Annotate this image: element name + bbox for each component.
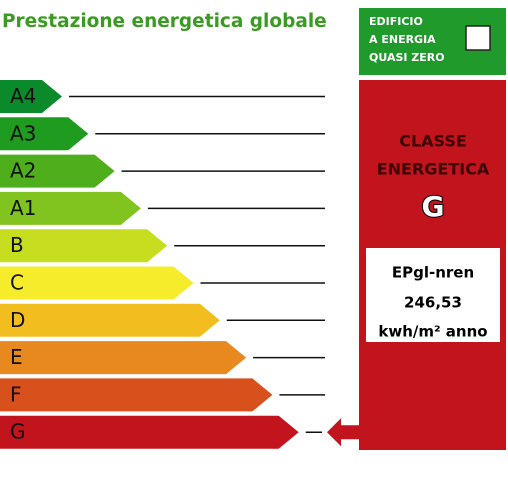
class-label: E [10, 345, 23, 369]
class-arrow [0, 191, 141, 225]
class-label: C [10, 271, 24, 295]
index-name: EPgl-nren [392, 264, 474, 282]
class-arrow [0, 80, 62, 113]
title: Prestazione energetica globale [2, 11, 327, 32]
nzeb-line: EDIFICIO [369, 15, 423, 28]
rating: G [422, 190, 445, 223]
class-label: D [10, 308, 25, 332]
index-unit: kwh/m² anno [378, 323, 487, 341]
nzeb-line: QUASI ZERO [369, 51, 445, 64]
class-arrow [0, 341, 247, 375]
class-label: B [10, 233, 24, 257]
class-arrow [0, 117, 89, 151]
class-arrow [0, 378, 273, 412]
nzeb-checkbox [465, 25, 491, 51]
class-arrow [0, 415, 299, 449]
panel-heading: CLASSE [399, 132, 467, 151]
class-label: A2 [10, 159, 36, 183]
class-arrow [0, 303, 220, 337]
class-label: F [10, 382, 22, 406]
panel-heading: ENERGETICA [377, 160, 490, 179]
class-label: A1 [10, 196, 36, 220]
class-arrow [0, 229, 168, 263]
index-value: 246,53 [404, 294, 462, 312]
nzeb-line: A ENERGIA [369, 33, 436, 46]
class-label: A3 [10, 121, 36, 145]
class-label: G [10, 420, 26, 444]
index-box [366, 248, 500, 342]
class-arrow [0, 154, 115, 188]
class-label: A4 [10, 84, 36, 108]
class-pointer [327, 418, 359, 447]
class-arrow [0, 266, 194, 300]
